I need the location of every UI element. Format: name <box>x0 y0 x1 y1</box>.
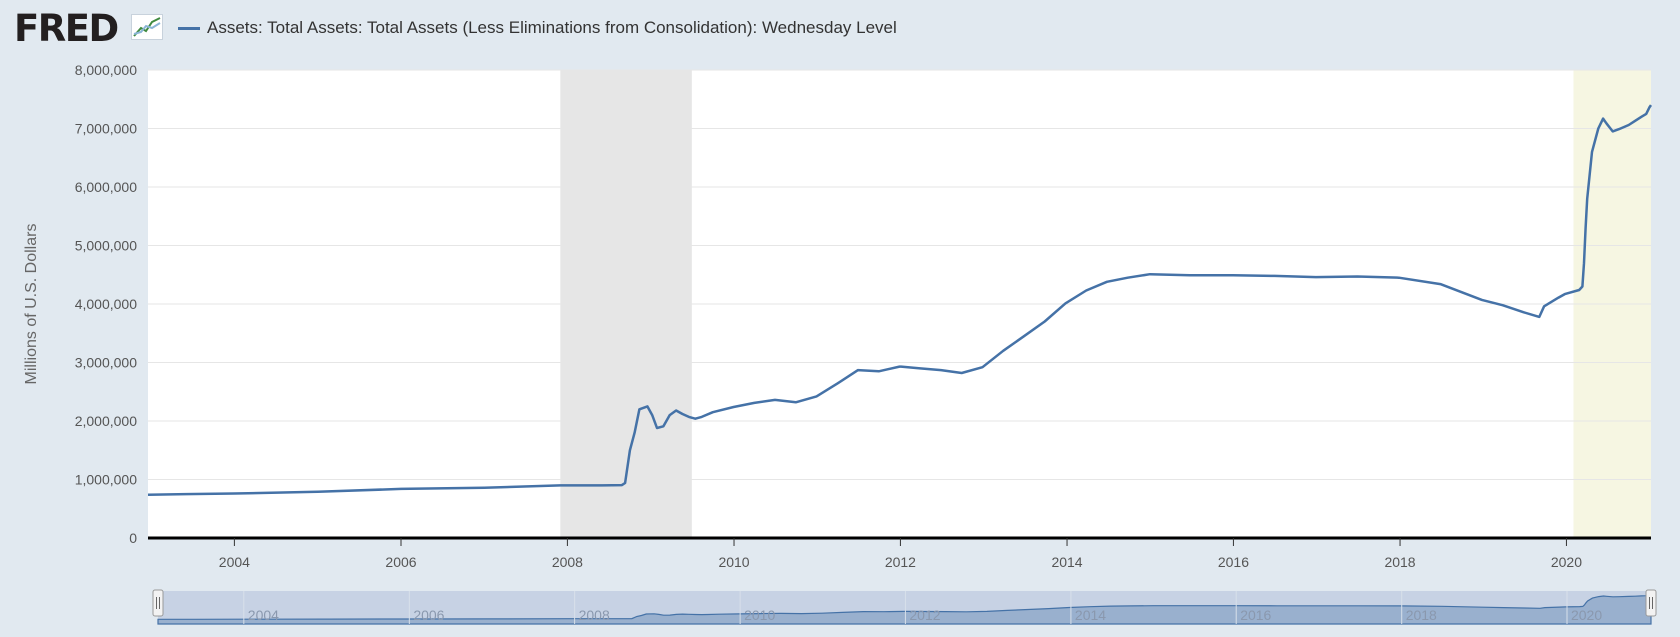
fred-graph-icon <box>131 14 163 40</box>
legend-line-swatch <box>178 27 200 30</box>
legend-series-label[interactable]: Assets: Total Assets: Total Assets (Less… <box>207 18 897 37</box>
navigator-left-handle[interactable] <box>152 589 164 617</box>
handle-grip[interactable] <box>1645 589 1657 617</box>
y-tick-label: 7,000,000 <box>75 121 137 137</box>
navigator-series-area <box>157 594 1652 625</box>
navigator-tick-label: 2014 <box>1075 607 1106 623</box>
chart-header: FRED Assets: Total Assets: Total Assets … <box>0 0 1680 60</box>
navigator-tick-label: 2010 <box>744 607 775 623</box>
x-tick-label: 2008 <box>552 554 583 570</box>
navigator-tick-label: 2016 <box>1240 607 1271 623</box>
y-axis-title: Millions of U.S. Dollars <box>23 224 40 385</box>
x-tick-label: 2004 <box>219 554 250 570</box>
y-tick-label: 1,000,000 <box>75 472 137 488</box>
navigator-ticks: 2004 2006 2008 2010 2012 2014 2016 2018 2020 <box>243 591 1602 624</box>
navigator-tick-label: 2018 <box>1406 607 1437 623</box>
gridlines <box>148 69 1651 480</box>
y-tick-label: 2,000,000 <box>75 413 137 429</box>
x-tick-label: 2012 <box>885 554 916 570</box>
y-tick-label: 5,000,000 <box>75 238 137 254</box>
x-tick-label: 2006 <box>385 554 416 570</box>
x-tick-label: 2018 <box>1384 554 1415 570</box>
y-tick-label: 3,000,000 <box>75 355 137 371</box>
fred-logo[interactable]: FRED <box>14 7 119 50</box>
x-tick-label: 2010 <box>718 554 749 570</box>
x-tick-label: 2014 <box>1051 554 1082 570</box>
navigator-right-handle[interactable] <box>1645 589 1657 617</box>
y-tick-label: 4,000,000 <box>75 296 137 312</box>
handle-grip[interactable] <box>152 589 164 617</box>
y-tick-label: 8,000,000 <box>75 62 137 78</box>
navigator[interactable]: 2004 2006 2008 2010 2012 2014 2016 2018 2020 <box>152 589 1657 625</box>
x-tick-label: 2016 <box>1218 554 1249 570</box>
navigator-tick-label: 2008 <box>579 607 610 623</box>
navigator-tick-label: 2004 <box>248 607 279 623</box>
y-axis-ticks: 0 1,000,000 2,000,000 3,000,000 4,000,000 5,0… <box>75 62 138 546</box>
navigator-tick-label: 2006 <box>413 607 444 623</box>
series-line[interactable] <box>147 104 1653 496</box>
y-tick-label: 0 <box>129 530 137 546</box>
x-tick-label: 2020 <box>1551 554 1582 570</box>
navigator-tick-label: 2012 <box>909 607 940 623</box>
y-tick-label: 6,000,000 <box>75 179 137 195</box>
navigator-tick-label: 2020 <box>1571 607 1602 623</box>
x-axis-ticks: 2004 2006 2008 2010 2012 2014 2016 2018 2020 <box>219 538 1582 570</box>
